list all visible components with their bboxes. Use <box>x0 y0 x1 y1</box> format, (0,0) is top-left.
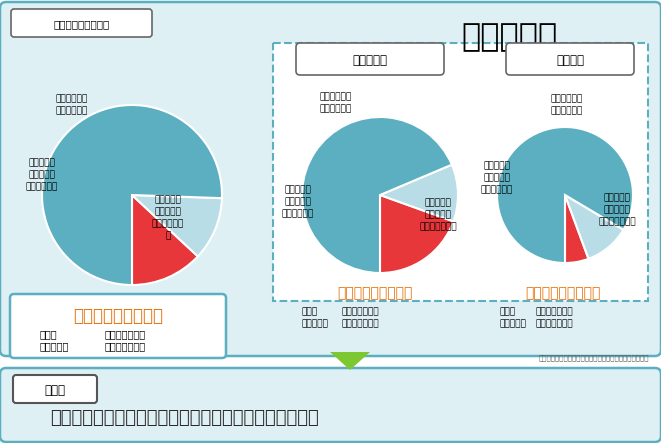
Text: Ｓ５７以降
耒震性あり
約２０８０万戸: Ｓ５７以降 耒震性あり 約２０８０万戸 <box>598 194 636 226</box>
Wedge shape <box>565 195 588 263</box>
Text: Ｓ５７以降
耒震性あり
約４０５０万
戸: Ｓ５７以降 耒震性あり 約４０５０万 戸 <box>152 196 184 240</box>
FancyBboxPatch shape <box>0 2 661 356</box>
FancyBboxPatch shape <box>0 368 661 442</box>
Text: 耒震性不十分
約５６０万戸: 耒震性不十分 約５６０万戸 <box>320 93 352 113</box>
Text: 共同住宅: 共同住宅 <box>556 54 584 66</box>
Text: 国土交通省: 国土交通省 <box>462 23 558 54</box>
Text: 約２４９０万戸: 約２４９０万戸 <box>535 307 572 316</box>
Text: Ｓ５６以前
耒震性あり
約６１０万戸: Ｓ５６以前 耒震性あり 約６１０万戸 <box>26 159 58 191</box>
Text: 令和１２年までに耒震性が不十分な住宅をおおむね解消: 令和１２年までに耒震性が不十分な住宅をおおむね解消 <box>50 409 319 427</box>
Wedge shape <box>380 165 458 222</box>
Polygon shape <box>330 352 370 370</box>
Text: 約２８８０万戸: 約２８８０万戸 <box>342 307 379 316</box>
Wedge shape <box>497 127 633 263</box>
Wedge shape <box>380 195 453 273</box>
Text: 約５３６０万戸: 約５３６０万戸 <box>105 329 146 339</box>
Wedge shape <box>132 195 198 285</box>
FancyBboxPatch shape <box>13 375 97 403</box>
FancyBboxPatch shape <box>506 43 634 75</box>
Text: 総戸数: 総戸数 <box>302 307 318 316</box>
Text: 耒震性あり: 耒震性あり <box>500 319 527 329</box>
Text: 約４６６０万戸: 約４６６０万戸 <box>105 341 146 351</box>
Text: 耒震化率　約８１％: 耒震化率 約８１％ <box>337 286 412 300</box>
Text: 耒震性あり: 耒震性あり <box>40 341 69 351</box>
FancyBboxPatch shape <box>10 294 226 358</box>
Text: Ｓ５６以前
耒震性あり
約３４０万戸: Ｓ５６以前 耒震性あり 約３４０万戸 <box>282 186 314 218</box>
Bar <box>273 43 648 301</box>
Text: 総戸数: 総戸数 <box>40 329 58 339</box>
Wedge shape <box>132 195 222 256</box>
Text: 耒震性不十分
約７００万戸: 耒震性不十分 約７００万戸 <box>56 95 88 115</box>
Text: 耒震性不十分
約１４０万戸: 耒震性不十分 約１４０万戸 <box>551 95 583 115</box>
Text: 約２３２０万戸: 約２３２０万戸 <box>342 319 379 329</box>
Text: 耒震性あり: 耒震性あり <box>302 319 329 329</box>
Text: 耒震化率　約９４％: 耒震化率 約９４％ <box>525 286 601 300</box>
Wedge shape <box>42 105 222 285</box>
Text: 目　標: 目 標 <box>44 384 65 396</box>
Text: 総務省「住宅・土地統計調査」をもとに、国土交通省推計: 総務省「住宅・土地統計調査」をもとに、国土交通省推計 <box>539 355 649 361</box>
Text: 耒震化率　約８７％: 耒震化率 約８７％ <box>73 307 163 325</box>
Text: 戸建て住宅: 戸建て住宅 <box>352 54 387 66</box>
FancyBboxPatch shape <box>11 9 152 37</box>
Text: 総戸数: 総戸数 <box>500 307 516 316</box>
Text: Ｓ５７以降
耒震性あり
約１９７０万戸: Ｓ５７以降 耒震性あり 約１９７０万戸 <box>419 199 457 231</box>
FancyBboxPatch shape <box>296 43 444 75</box>
Wedge shape <box>565 195 623 259</box>
Text: 約２３５０万戸: 約２３５０万戸 <box>535 319 572 329</box>
Wedge shape <box>302 117 452 273</box>
Text: 現状値：平成３０年: 現状値：平成３０年 <box>54 19 110 29</box>
Text: Ｓ５６以前
耒震性あり
約２７０万戸: Ｓ５６以前 耒震性あり 約２７０万戸 <box>481 162 513 194</box>
